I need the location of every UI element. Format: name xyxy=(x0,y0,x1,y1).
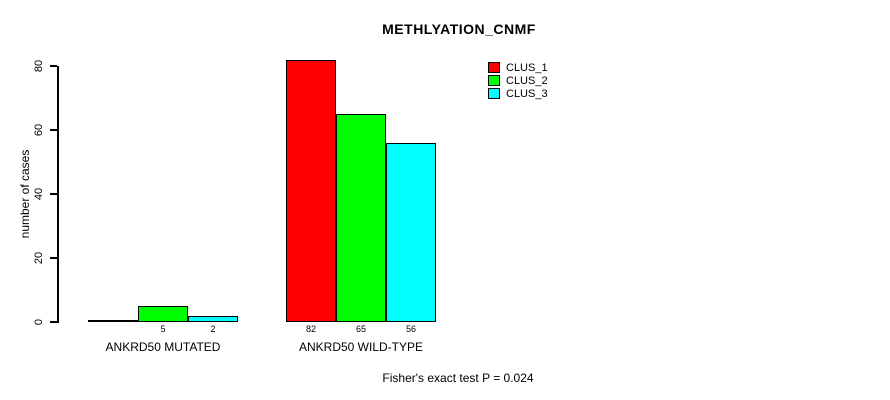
chart-title: METHLYATION_CNMF xyxy=(382,21,536,37)
y-tick-label-80: 80 xyxy=(33,59,45,73)
y-tick-label-0: 0 xyxy=(33,318,45,326)
y-tick-label-40: 40 xyxy=(33,187,45,201)
legend-item-clus3: CLUS_3 xyxy=(488,87,548,100)
legend-label-clus2: CLUS_2 xyxy=(506,74,548,87)
bar-mutated-clus3 xyxy=(188,316,238,322)
group-label-mutated: ANKRD50 MUTATED xyxy=(105,340,221,354)
y-axis-line xyxy=(57,66,59,323)
legend-item-clus2: CLUS_2 xyxy=(488,74,548,87)
legend-label-clus1: CLUS_1 xyxy=(506,61,548,74)
y-tick-mark-80 xyxy=(50,65,57,67)
legend-swatch-clus1 xyxy=(488,62,500,73)
legend-label-clus3: CLUS_3 xyxy=(506,87,548,100)
y-axis-label: number of cases xyxy=(18,149,32,239)
value-label-mutated-clus3: 2 xyxy=(210,324,216,334)
bar-mutated-clus1 xyxy=(88,320,138,322)
bar-wildtype-clus2 xyxy=(336,114,386,322)
legend-swatch-clus3 xyxy=(488,88,500,99)
value-label-mutated-clus2: 5 xyxy=(160,324,166,334)
legend-swatch-clus2 xyxy=(488,75,500,86)
bar-wildtype-clus3 xyxy=(386,143,436,322)
annotation-fisher-test: Fisher's exact test P = 0.024 xyxy=(382,371,534,385)
y-tick-label-60: 60 xyxy=(33,123,45,137)
legend-item-clus1: CLUS_1 xyxy=(488,61,548,74)
y-tick-mark-60 xyxy=(50,129,57,131)
y-tick-mark-0 xyxy=(50,321,57,323)
y-tick-mark-40 xyxy=(50,193,57,195)
group-label-wildtype: ANKRD50 WILD-TYPE xyxy=(298,340,424,354)
value-label-wildtype-clus1: 82 xyxy=(305,324,317,334)
value-label-wildtype-clus2: 65 xyxy=(355,324,367,334)
legend: CLUS_1 CLUS_2 CLUS_3 xyxy=(488,61,548,100)
bar-wildtype-clus1 xyxy=(286,60,336,322)
bar-mutated-clus2 xyxy=(138,306,188,322)
value-label-wildtype-clus3: 56 xyxy=(405,324,417,334)
y-tick-mark-20 xyxy=(50,257,57,259)
y-tick-label-20: 20 xyxy=(33,251,45,265)
